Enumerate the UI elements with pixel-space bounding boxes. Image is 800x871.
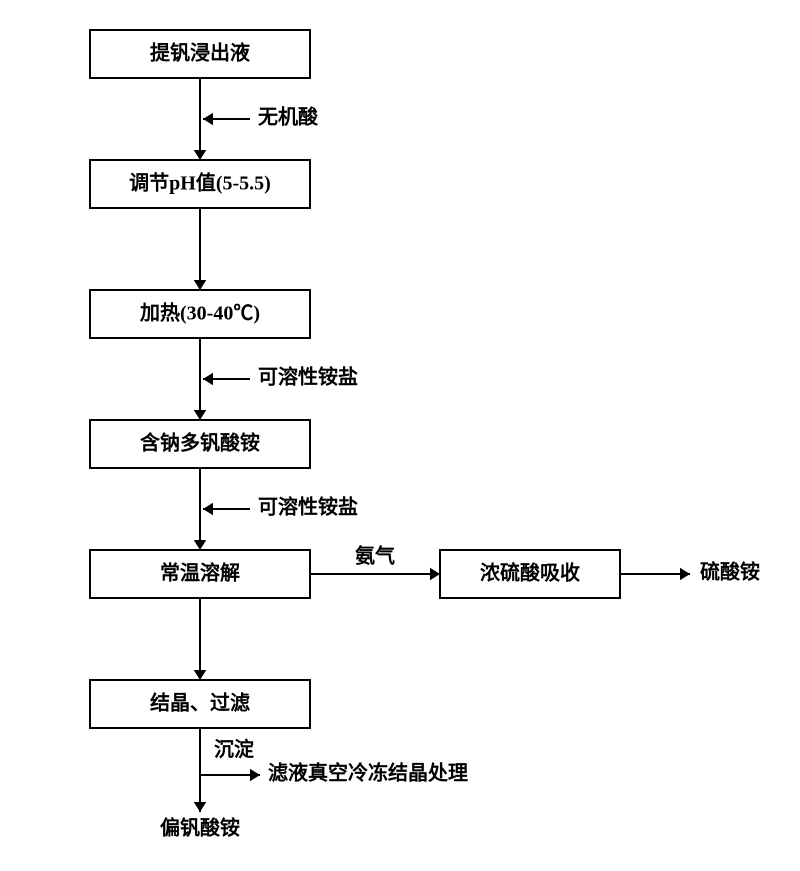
label-final-product: 偏钒酸铵 (160, 816, 240, 840)
label-precipitate: 沉淀 (214, 737, 255, 761)
flow-node-label-n2: 调节pH值(5-5.5) (129, 171, 271, 195)
flow-node-label-n5: 常温溶解 (160, 561, 240, 585)
side-input-label: 无机酸 (258, 105, 319, 129)
flow-node-label-n4: 含钠多钒酸铵 (140, 431, 260, 455)
flow-node-label-n6: 结晶、过滤 (150, 691, 250, 715)
arrow-label-ammonia: 氨气 (355, 544, 395, 568)
side-input-label: 可溶性铵盐 (258, 495, 358, 519)
label-filtrate-branch: 滤液真空冷冻结晶处理 (268, 761, 468, 785)
flow-node-label-n3: 加热(30-40℃) (139, 302, 260, 325)
flow-node-label-n7: 浓硫酸吸收 (480, 561, 580, 585)
flowchart-canvas: 提钒浸出液调节pH值(5-5.5) 加热(30-40℃) 含钠多钒酸铵常温溶解结晶、… (0, 0, 800, 871)
flow-node-label-n1: 提钒浸出液 (150, 41, 251, 65)
side-input-label: 可溶性铵盐 (258, 365, 358, 389)
output-label-ammonium-sulfate: 硫酸铵 (700, 560, 760, 584)
